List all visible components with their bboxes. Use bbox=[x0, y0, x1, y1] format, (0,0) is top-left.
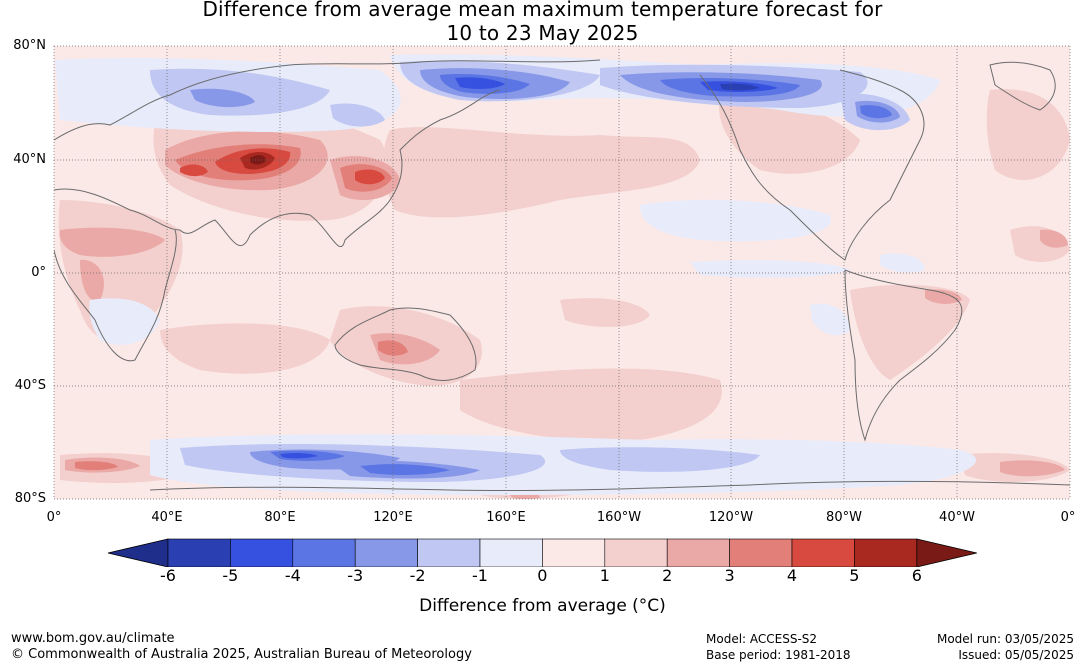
colorbar-segment bbox=[604, 538, 668, 567]
model-run-date: Model run: 03/05/2025 bbox=[936, 632, 1074, 646]
colorbar-tick-label: 0 bbox=[537, 566, 548, 585]
colorbar-label: Difference from average (°C) bbox=[419, 596, 666, 616]
colorbar-segment bbox=[729, 538, 793, 567]
colorbar-arrow-low bbox=[107, 538, 169, 567]
lon-label-0-east: 0° bbox=[1060, 510, 1076, 525]
colorbar-segment bbox=[479, 538, 543, 567]
lon-label-80e: 80°E bbox=[264, 510, 296, 525]
colorbar-tick-label: -6 bbox=[160, 566, 176, 585]
colorbar-tick-label: 4 bbox=[786, 566, 798, 585]
eurasia-north-coast bbox=[54, 59, 601, 141]
colorbar-tick-label: -5 bbox=[222, 566, 239, 585]
colorbar-tick-label: 3 bbox=[724, 566, 735, 585]
title-line-1: Difference from average mean maximum tem… bbox=[202, 0, 883, 21]
colorbar-tick-label: -1 bbox=[472, 566, 488, 585]
colorbar-tick-label: 1 bbox=[599, 566, 610, 585]
africa-coast bbox=[54, 229, 177, 362]
lat-label-40n: 40°N bbox=[13, 152, 46, 167]
colorbar-segment bbox=[230, 538, 294, 567]
lon-label-120w: 120°W bbox=[708, 510, 754, 525]
greenland-coast bbox=[989, 61, 1056, 111]
lon-label-80w: 80°W bbox=[826, 510, 862, 525]
colorbar-segment bbox=[791, 538, 855, 567]
colorbar-segment bbox=[854, 538, 918, 567]
lat-label-80n: 80°N bbox=[13, 38, 46, 53]
lon-label-160e: 160°E bbox=[486, 510, 526, 525]
south-america-coast bbox=[844, 269, 963, 442]
lon-label-0: 0° bbox=[46, 510, 62, 525]
coastlines bbox=[54, 59, 1070, 492]
australia-coast bbox=[334, 307, 477, 381]
colorbar-tick-label: -4 bbox=[284, 566, 301, 585]
colorbar-segment bbox=[542, 538, 606, 567]
lat-label-80s: 80°S bbox=[14, 491, 46, 506]
lon-label-120e: 120°E bbox=[373, 510, 413, 525]
colorbar-tick-label: -3 bbox=[347, 566, 364, 585]
north-america-coast bbox=[699, 69, 925, 261]
colorbar-segment bbox=[417, 538, 481, 567]
title-line-2: 10 to 23 May 2025 bbox=[446, 21, 639, 45]
cool-anomaly-5-6 bbox=[720, 83, 760, 91]
lon-label-160w: 160°W bbox=[596, 510, 642, 525]
colorbar-segment bbox=[666, 538, 730, 567]
base-period: Base period: 1981-2018 bbox=[706, 648, 851, 662]
copyright-text: © Commonwealth of Australia 2025, Austra… bbox=[11, 647, 472, 662]
lon-label-40e: 40°E bbox=[151, 510, 183, 525]
website-link[interactable]: www.bom.gov.au/climate bbox=[11, 631, 175, 646]
colorbar-segment bbox=[292, 538, 356, 567]
anomaly-fields bbox=[55, 54, 1070, 499]
lon-label-40w: 40°W bbox=[939, 510, 975, 525]
issued-date: Issued: 05/05/2025 bbox=[958, 648, 1074, 662]
model-name: Model: ACCESS-S2 bbox=[706, 632, 818, 646]
colorbar-tick-label: 6 bbox=[911, 566, 922, 585]
graticule bbox=[53, 45, 1071, 500]
map-panel: 80°N 40°N 0° 40°S 80°S 0° 40°E 80°E 120°… bbox=[13, 38, 1076, 525]
colorbar-tick-label: 2 bbox=[662, 566, 673, 585]
colorbar-tick-label: -2 bbox=[409, 566, 426, 585]
colorbar-segment bbox=[354, 538, 418, 567]
chart-title: Difference from average mean maximum tem… bbox=[0, 0, 1085, 45]
colorbar-arrow-high bbox=[916, 538, 977, 567]
lat-label-40s: 40°S bbox=[14, 378, 46, 393]
asia-south-coast bbox=[54, 89, 501, 248]
antarctica-coast bbox=[149, 480, 1070, 492]
lat-label-0: 0° bbox=[31, 265, 46, 280]
temperature-anomaly-map bbox=[53, 45, 1071, 500]
colorbar bbox=[107, 538, 977, 567]
colorbar-tick-label: 5 bbox=[849, 566, 860, 585]
colorbar-segment bbox=[167, 538, 231, 567]
